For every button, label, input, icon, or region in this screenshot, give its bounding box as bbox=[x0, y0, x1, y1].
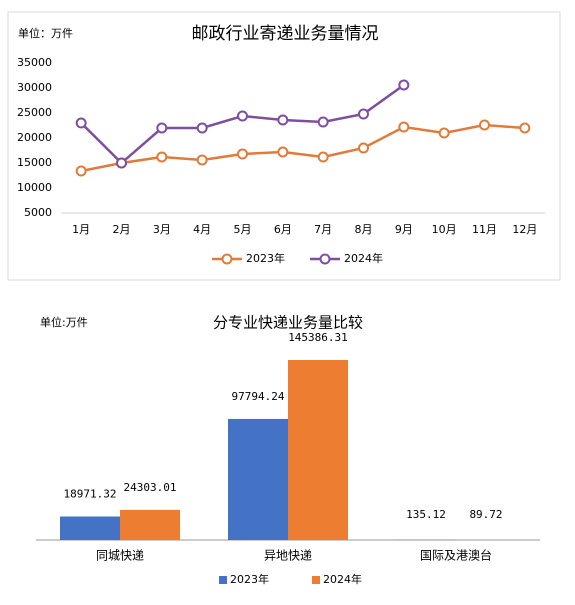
x-tick-label: 同城快递 bbox=[96, 549, 144, 563]
point bbox=[75, 117, 87, 129]
legend-swatch bbox=[312, 576, 320, 584]
point bbox=[277, 146, 289, 158]
y-tick-label: 20000 bbox=[17, 131, 52, 144]
point bbox=[196, 122, 208, 134]
x-tick-label: 11月 bbox=[472, 223, 497, 236]
point bbox=[75, 165, 87, 177]
bar bbox=[228, 418, 288, 540]
point bbox=[156, 151, 168, 163]
point bbox=[116, 157, 127, 169]
point bbox=[317, 151, 329, 163]
legend-label: 2023年 bbox=[246, 251, 285, 265]
point bbox=[156, 122, 168, 134]
series-line bbox=[80, 123, 525, 173]
value-label: 24303.01 bbox=[124, 481, 177, 494]
x-tick-label: 9月 bbox=[395, 223, 413, 236]
bar bbox=[60, 516, 120, 540]
point bbox=[398, 121, 410, 133]
point bbox=[398, 79, 410, 91]
chart-title: 邮政行业寄递业务量情况 bbox=[192, 24, 379, 44]
x-tick-label: 国际及港澳台 bbox=[420, 548, 492, 563]
x-tick-label: 12月 bbox=[512, 223, 537, 236]
y-tick-label: 35000 bbox=[17, 56, 52, 69]
point bbox=[277, 114, 289, 126]
value-label: 145386.31 bbox=[288, 331, 348, 344]
bar bbox=[288, 360, 348, 540]
x-tick-label: 8月 bbox=[355, 223, 373, 236]
x-tick-label: 4月 bbox=[193, 223, 211, 236]
x-tick-label: 3月 bbox=[153, 223, 171, 236]
y-tick-label: 5000 bbox=[24, 206, 52, 219]
point bbox=[358, 142, 369, 154]
point bbox=[519, 122, 531, 134]
legend-label: 2024年 bbox=[323, 572, 362, 586]
chart-frame bbox=[7, 11, 561, 281]
point bbox=[196, 154, 208, 166]
y-tick-label: 30000 bbox=[17, 81, 52, 94]
value-label: 135.12 bbox=[406, 508, 446, 521]
chart-title: 分专业快递业务量比较 bbox=[213, 314, 363, 332]
value-label: 97794.24 bbox=[232, 390, 285, 403]
x-tick-label: 7月 bbox=[314, 223, 332, 236]
point bbox=[317, 116, 329, 128]
value-label: 18971.32 bbox=[64, 488, 117, 501]
point bbox=[358, 108, 369, 120]
bar bbox=[120, 509, 180, 540]
point bbox=[237, 110, 248, 122]
legend-label: 2024年 bbox=[344, 251, 383, 265]
legend-marker bbox=[319, 253, 331, 265]
legend-marker bbox=[221, 253, 233, 265]
point bbox=[237, 148, 248, 160]
y-tick-label: 25000 bbox=[17, 106, 52, 119]
y-tick-label: 15000 bbox=[17, 156, 52, 169]
x-tick-label: 异地快递 bbox=[264, 549, 312, 563]
y-tick-label: 10000 bbox=[17, 181, 52, 194]
x-tick-label: 5月 bbox=[234, 223, 252, 236]
point bbox=[438, 127, 450, 139]
value-label: 89.72 bbox=[469, 508, 502, 521]
unit-label: 单位：万件 bbox=[18, 26, 73, 40]
x-tick-label: 6月 bbox=[274, 223, 292, 236]
legend-swatch bbox=[219, 576, 227, 584]
x-tick-label: 1月 bbox=[72, 223, 90, 236]
x-tick-label: 2月 bbox=[113, 223, 131, 236]
x-tick-label: 10月 bbox=[432, 223, 457, 236]
legend-label: 2023年 bbox=[230, 572, 269, 586]
point bbox=[479, 119, 490, 131]
unit-label: 单位:万件 bbox=[40, 315, 88, 329]
